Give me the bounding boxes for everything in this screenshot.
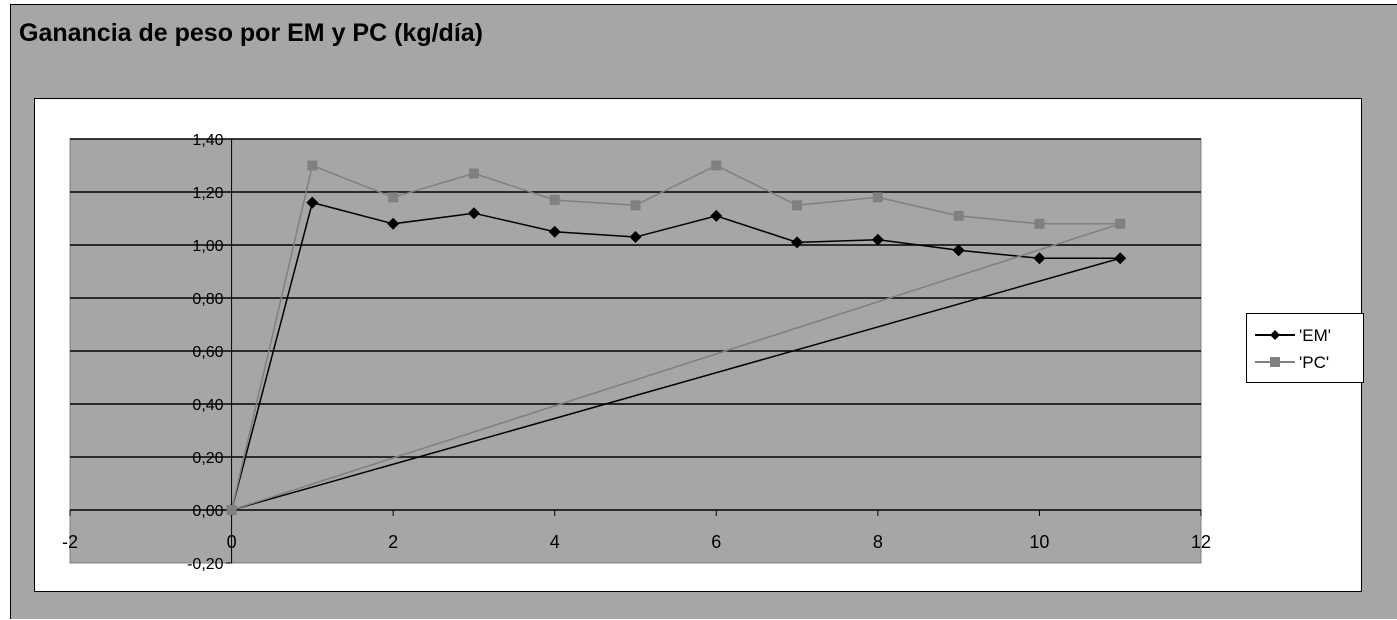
x-tick-label: 2 xyxy=(388,532,398,552)
legend-label-pc: 'PC' xyxy=(1299,353,1330,372)
series-point-0 xyxy=(791,236,804,249)
y-tick-label: 1,40 xyxy=(192,132,223,149)
series-point-1 xyxy=(388,192,399,203)
y-tick-label: 1,00 xyxy=(192,238,223,255)
legend-swatch-pc xyxy=(1255,357,1295,367)
series-point-1 xyxy=(630,200,641,211)
x-tick-label: 4 xyxy=(550,532,560,552)
series-point-0 xyxy=(387,217,400,230)
series-point-1 xyxy=(792,200,803,211)
x-tick-label: 6 xyxy=(711,532,721,552)
x-tick-label: 12 xyxy=(1191,532,1211,552)
series-point-1 xyxy=(468,168,479,179)
series-point-1 xyxy=(226,505,237,515)
series-point-0 xyxy=(952,244,965,257)
series-point-0 xyxy=(306,196,319,209)
legend: 'EM' 'PC' xyxy=(1246,313,1364,383)
series-point-1 xyxy=(953,210,964,221)
series-point-0 xyxy=(1114,252,1127,265)
series-point-0 xyxy=(1033,252,1046,265)
chart-svg: -0,20 0,00 0,20 0,40 0,60 0,80 1,00 1,20 1,40 -2 0… xyxy=(62,132,1211,573)
series-point-0 xyxy=(871,233,884,246)
series-point-0 xyxy=(629,231,642,244)
chart-title: Ganancia de peso por EM y PC (kg/día) xyxy=(19,19,483,47)
x-tick-label: 10 xyxy=(1029,532,1049,552)
y-tick-label: 0,20 xyxy=(192,450,223,467)
series-point-1 xyxy=(549,194,560,205)
legend-item-em: 'EM' xyxy=(1253,325,1361,347)
series-point-0 xyxy=(710,209,723,222)
series-point-1 xyxy=(711,160,722,171)
legend-swatch-em xyxy=(1255,330,1295,340)
y-tick-label: -0,20 xyxy=(187,556,224,573)
legend-item-pc: 'PC' xyxy=(1253,352,1361,374)
series-point-0 xyxy=(467,207,480,220)
series-point-1 xyxy=(307,160,318,171)
y-tick-label: 0,60 xyxy=(192,344,223,361)
series-point-0 xyxy=(548,225,561,238)
legend-label-em: 'EM' xyxy=(1299,326,1331,345)
x-tick-label: 0 xyxy=(227,532,237,552)
series-point-1 xyxy=(1115,218,1126,229)
y-tick-label: 0,00 xyxy=(192,503,223,520)
x-tick-label: -2 xyxy=(62,532,78,552)
y-tick-label: 1,20 xyxy=(192,185,223,202)
series-point-1 xyxy=(1034,218,1045,229)
y-tick-label: 0,40 xyxy=(192,397,223,414)
x-tick-label: 8 xyxy=(873,532,883,552)
y-tick-label: 0,80 xyxy=(192,291,223,308)
series-point-1 xyxy=(872,192,883,203)
chart-area: Ganancia de peso por EM y PC (kg/día) -0… xyxy=(10,4,1397,619)
